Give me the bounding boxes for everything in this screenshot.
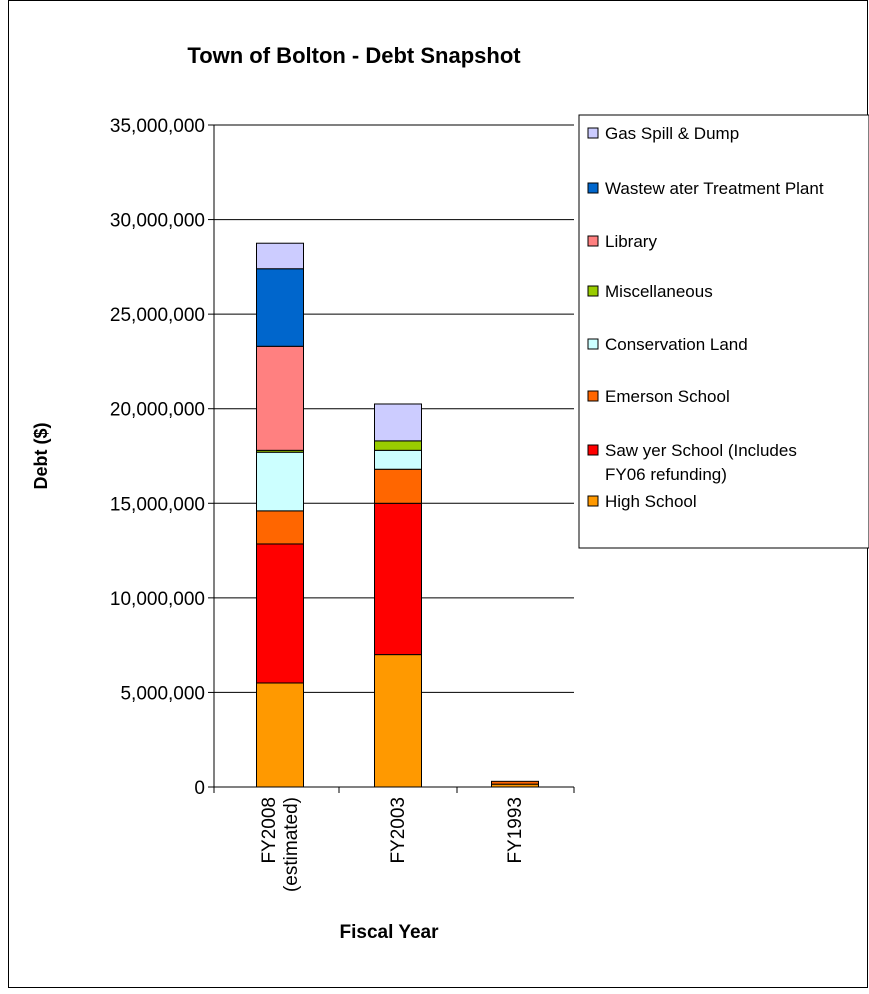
bar-segment [256,268,304,347]
x-tick-label: FY2003 [388,797,409,864]
legend-label: Wastew ater Treatment Plant [605,179,824,198]
legend-label: Miscellaneous [605,282,713,301]
y-tick-label: 30,000,000 [110,211,205,232]
legend-swatch [587,495,599,507]
y-tick-labels: 0 5,000,000 10,000,000 15,000,000 20,000,000… [110,116,205,799]
x-tick-label-line: FY2008 [259,797,280,864]
legend-swatch [587,285,599,297]
y-tick-label: 35,000,000 [110,116,205,137]
legend-label: Library [605,232,657,251]
y-tick-label: 5,000,000 [120,683,205,704]
x-tick-label-line: FY1993 [505,797,526,864]
bar-segment [256,345,304,451]
bar-segment [374,468,422,504]
bar-segment [256,510,304,545]
legend-label: Emerson School [605,387,730,406]
legend-label-line: FY06 refunding) [605,465,727,484]
y-axis-label: Debt ($) [31,422,51,489]
y-tick-label: 15,000,000 [110,494,205,515]
bar-segment [374,502,422,656]
y-tick-label: 10,000,000 [110,589,205,610]
bar-segment [374,440,422,451]
y-tick-label: 0 [194,778,205,799]
chart-svg: Town of Bolton - Debt Snapshot 0 5,000,00… [31,43,869,943]
legend: Gas Spill & Dump Wastew ater Treatment Pl… [578,114,869,549]
legend-swatch [587,338,599,350]
x-tick-label: FY1993 [505,797,526,864]
x-tick-label: FY2008(estimated) [259,797,302,892]
x-tick-label-line: FY2003 [388,797,409,864]
legend-swatch [587,182,599,194]
legend-label: Conservation Land [605,335,748,354]
y-tick-label: 20,000,000 [110,400,205,421]
x-tick-label-line: (estimated) [281,797,302,892]
y-tick-label: 25,000,000 [110,305,205,326]
legend-label: High School [605,492,697,511]
bar-segment [256,543,304,684]
bar-segment [256,451,304,512]
legend-swatch [587,390,599,402]
x-tick-labels: FY2008(estimated) FY2003 FY1993 [259,797,526,892]
legend-label: Gas Spill & Dump [605,124,739,143]
legend-label-line: Saw yer School (Includes [605,441,797,460]
bar-segment [491,780,539,785]
legend-swatch [587,127,599,139]
bar-segment [374,403,422,442]
bar-segment [256,682,304,788]
bar-segment [256,242,304,270]
axes [208,124,575,793]
legend-label: Saw yer School (Includes FY06 refunding) [605,441,797,484]
x-axis-label: Fiscal Year [340,922,440,943]
chart-title: Town of Bolton - Debt Snapshot [187,43,521,68]
legend-swatch [587,235,599,247]
bar-segment [374,449,422,470]
legend-box [578,114,869,549]
bar-segment [374,654,422,788]
chart-frame: Town of Bolton - Debt Snapshot 0 5,000,00… [8,0,869,988]
bars [256,242,539,788]
legend-swatch [587,444,599,456]
